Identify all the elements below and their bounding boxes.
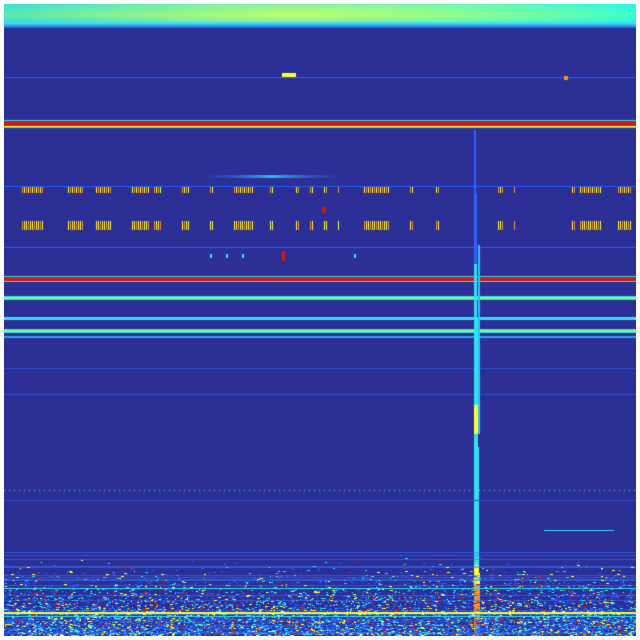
heatmap-canvas: [4, 4, 636, 636]
heatmap-image: [4, 4, 636, 636]
